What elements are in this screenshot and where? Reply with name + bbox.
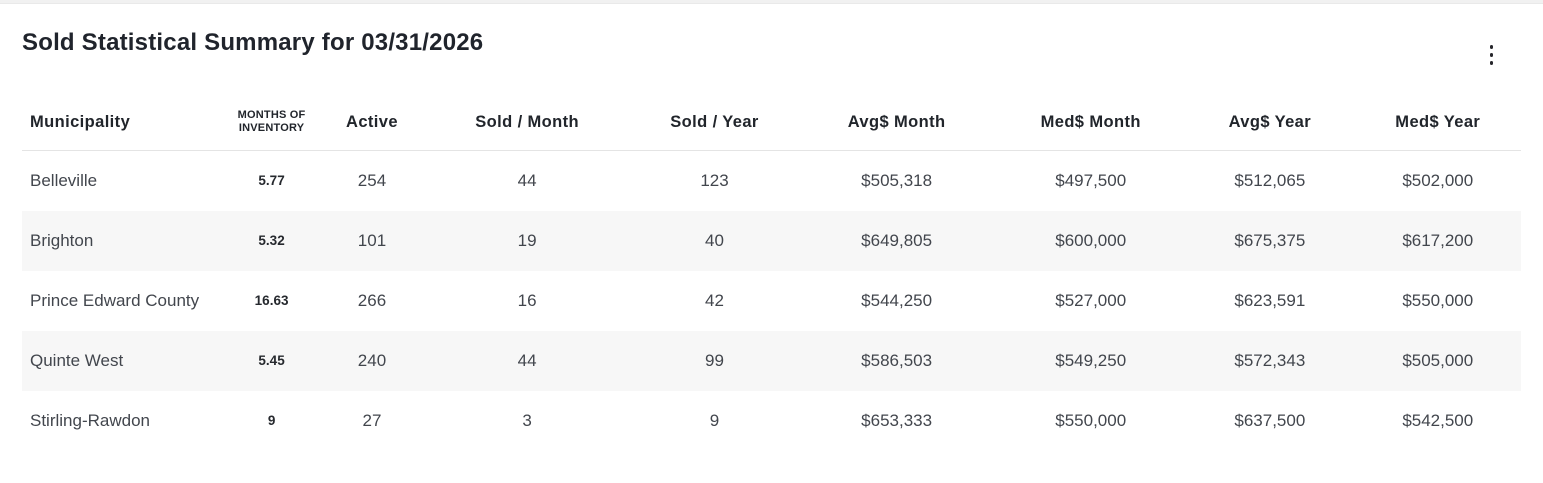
cell-sold-year: 42 — [705, 290, 724, 310]
cell-sold-year: 99 — [705, 350, 724, 370]
table-row: Quinte West 5.45 240 44 99 $586,503 $549… — [22, 330, 1521, 391]
cell-med-year: $505,000 — [1402, 350, 1474, 370]
cell-municipality: Stirling-Rawdon — [30, 410, 150, 430]
cell-sold-month: 44 — [517, 170, 537, 190]
page-title: Sold Statistical Summary for 03/31/2026 — [22, 29, 484, 56]
cell-med-month: $549,250 — [1055, 350, 1127, 370]
cell-sold-year: 40 — [705, 230, 724, 250]
cell-avg-year: $675,375 — [1234, 230, 1306, 250]
cell-months-of-inventory: 5.45 — [258, 353, 285, 368]
cell-avg-year: $623,591 — [1234, 290, 1306, 310]
cell-active: 101 — [357, 230, 387, 250]
cell-med-month: $527,000 — [1055, 290, 1127, 310]
column-header-med-year: Med$ Year — [1354, 100, 1521, 151]
table-row: Prince Edward County 16.63 266 16 42 $54… — [22, 271, 1521, 331]
top-divider — [0, 0, 1543, 4]
cell-sold-month: 3 — [522, 410, 532, 430]
column-header-months-line2: INVENTORY — [238, 122, 305, 135]
cell-med-month: $550,000 — [1055, 410, 1127, 430]
table-row: Belleville 5.77 254 44 123 $505,318 $497… — [22, 151, 1521, 211]
cell-months-of-inventory: 5.32 — [258, 233, 285, 248]
cell-sold-year: 123 — [700, 170, 729, 190]
column-header-avg-year: Avg$ Year — [1185, 100, 1355, 151]
cell-months-of-inventory: 16.63 — [254, 293, 289, 308]
cell-med-year: $550,000 — [1402, 290, 1474, 310]
table-header: Municipality MONTHS OF INVENTORY Active … — [22, 100, 1521, 151]
cell-med-year: $617,200 — [1402, 230, 1474, 250]
cell-municipality: Quinte West — [30, 350, 124, 370]
cell-municipality: Brighton — [30, 230, 94, 250]
table-row: Brighton 5.32 101 19 40 $649,805 $600,00… — [22, 210, 1521, 271]
table-row: Stirling-Rawdon 9 27 3 9 $653,333 $550,0… — [22, 391, 1521, 451]
column-header-avg-month: Avg$ Month — [796, 100, 997, 151]
kebab-dot-icon — [1489, 45, 1493, 49]
column-header-sold-year: Sold / Year — [632, 100, 797, 151]
kebab-dot-icon — [1489, 53, 1493, 57]
cell-months-of-inventory: 9 — [267, 413, 276, 428]
cell-avg-month: $653,333 — [861, 410, 933, 430]
cell-municipality: Belleville — [30, 170, 98, 190]
cell-months-of-inventory: 5.77 — [258, 173, 285, 189]
table-body: Belleville 5.77 254 44 123 $505,318 $497… — [22, 151, 1521, 451]
cell-sold-year: 9 — [709, 410, 720, 430]
cell-sold-month: 19 — [517, 230, 537, 250]
cell-sold-month: 16 — [517, 290, 537, 310]
cell-active: 240 — [357, 350, 387, 370]
column-header-active: Active — [321, 100, 423, 151]
cell-avg-year: $637,500 — [1234, 410, 1306, 430]
cell-med-year: $502,000 — [1402, 170, 1474, 190]
column-header-sold-month: Sold / Month — [422, 100, 633, 151]
cell-avg-year: $572,343 — [1234, 350, 1306, 370]
cell-avg-month: $586,503 — [861, 350, 933, 370]
cell-avg-month: $505,318 — [861, 170, 933, 190]
cell-active: 27 — [362, 410, 382, 430]
column-header-med-month: Med$ Month — [996, 100, 1186, 151]
column-header-months-of-inventory: MONTHS OF INVENTORY — [221, 100, 322, 151]
panel-header: Sold Statistical Summary for 03/31/2026 — [22, 29, 1521, 69]
column-header-municipality: Municipality — [22, 100, 222, 151]
column-header-months-line1: MONTHS OF — [237, 108, 306, 121]
cell-med-year: $542,500 — [1402, 410, 1474, 430]
cell-active: 254 — [357, 170, 387, 190]
kebab-menu-button[interactable] — [1486, 41, 1498, 69]
cell-med-month: $497,500 — [1055, 170, 1127, 190]
cell-avg-month: $649,805 — [861, 230, 933, 250]
sold-statistics-table: Municipality MONTHS OF INVENTORY Active … — [22, 100, 1521, 451]
cell-active: 266 — [357, 290, 387, 310]
kebab-dot-icon — [1489, 61, 1493, 65]
cell-avg-year: $512,065 — [1234, 170, 1306, 190]
sold-statistical-summary-panel: Sold Statistical Summary for 03/31/2026 … — [0, 29, 1543, 451]
cell-municipality: Prince Edward County — [30, 290, 200, 310]
cell-med-month: $600,000 — [1055, 230, 1127, 250]
cell-avg-month: $544,250 — [861, 290, 933, 310]
table-header-row: Municipality MONTHS OF INVENTORY Active … — [22, 100, 1521, 151]
cell-sold-month: 44 — [517, 350, 537, 370]
